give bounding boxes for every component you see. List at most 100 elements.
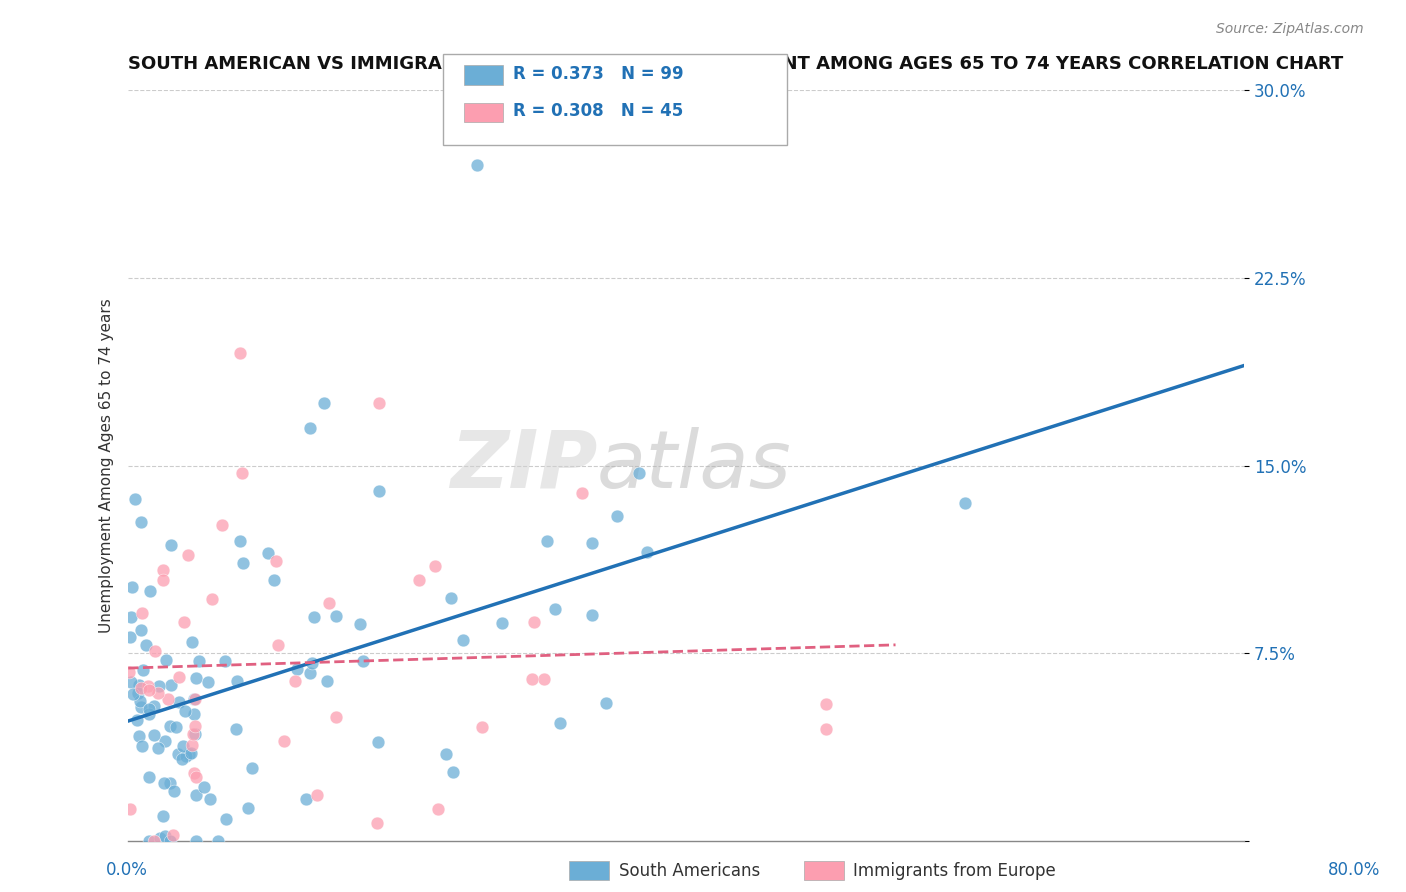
Point: [172, 739, 194, 754]
Point: [226, 673, 249, 688]
Point: [120, 609, 142, 624]
Point: [131, 607, 153, 621]
Point: [148, 740, 170, 755]
Point: [225, 723, 247, 737]
Point: [536, 533, 558, 548]
Point: [153, 776, 176, 790]
Point: [129, 624, 152, 638]
Point: [153, 734, 176, 748]
Point: [128, 729, 150, 743]
Point: [118, 665, 141, 680]
Point: [595, 696, 617, 710]
Point: [127, 686, 149, 700]
Point: [183, 707, 205, 722]
Point: [172, 752, 194, 766]
Point: [426, 802, 449, 816]
Point: [184, 671, 207, 685]
Point: [548, 715, 571, 730]
Point: [157, 691, 180, 706]
Point: [256, 546, 278, 560]
Point: [129, 681, 152, 695]
Point: [491, 615, 513, 630]
Point: [636, 544, 658, 558]
Point: [200, 591, 222, 606]
Point: [305, 788, 328, 802]
Point: [152, 808, 174, 822]
Point: [138, 770, 160, 784]
Point: [146, 686, 169, 700]
Point: [121, 580, 143, 594]
Point: [138, 834, 160, 848]
Point: [181, 738, 204, 752]
Point: [367, 735, 389, 749]
Point: [152, 573, 174, 587]
Point: [349, 616, 371, 631]
Point: [298, 666, 321, 681]
Point: [207, 834, 229, 848]
Point: [163, 784, 186, 798]
Point: [177, 549, 200, 563]
Point: [266, 638, 288, 652]
Point: [155, 653, 177, 667]
Point: [352, 654, 374, 668]
Point: [581, 536, 603, 550]
Point: [440, 591, 463, 605]
Point: [184, 834, 207, 848]
Point: [184, 692, 207, 706]
Point: [159, 538, 181, 552]
Point: [232, 556, 254, 570]
Point: [183, 766, 205, 780]
Point: [368, 396, 391, 410]
Point: [368, 483, 391, 498]
Text: 0.0%: 0.0%: [105, 861, 148, 879]
Point: [571, 486, 593, 500]
Point: [153, 829, 176, 843]
Point: [425, 558, 447, 573]
Point: [169, 695, 191, 709]
Point: [471, 720, 494, 734]
Point: [214, 654, 236, 668]
Point: [121, 674, 143, 689]
Text: 80.0%: 80.0%: [1327, 861, 1381, 879]
Point: [264, 554, 287, 568]
Point: [142, 728, 165, 742]
Point: [121, 688, 143, 702]
Point: [138, 702, 160, 716]
Point: [138, 707, 160, 722]
Point: [143, 644, 166, 658]
Point: [408, 573, 430, 587]
Point: [129, 516, 152, 530]
Point: [315, 673, 337, 688]
Text: R = 0.308   N = 45: R = 0.308 N = 45: [513, 103, 683, 120]
Point: [197, 675, 219, 690]
Point: [139, 583, 162, 598]
Text: SOUTH AMERICAN VS IMMIGRANTS FROM EUROPE UNEMPLOYMENT AMONG AGES 65 TO 74 YEARS : SOUTH AMERICAN VS IMMIGRANTS FROM EUROPE…: [128, 55, 1344, 73]
Point: [173, 615, 195, 630]
Point: [124, 492, 146, 507]
Text: atlas: atlas: [598, 426, 792, 505]
Point: [162, 828, 184, 842]
Point: [285, 662, 308, 676]
Point: [159, 834, 181, 848]
Point: [193, 780, 215, 795]
Point: [177, 747, 200, 762]
Point: [165, 721, 187, 735]
Point: [128, 678, 150, 692]
Point: [159, 719, 181, 733]
Point: [183, 727, 205, 741]
Point: [231, 466, 253, 480]
Point: [434, 747, 457, 761]
Point: [181, 726, 204, 740]
Point: [955, 496, 977, 510]
Point: [167, 670, 190, 684]
Point: [229, 346, 252, 360]
Point: [148, 680, 170, 694]
Point: [180, 746, 202, 760]
Text: Immigrants from Europe: Immigrants from Europe: [853, 862, 1056, 880]
Text: R = 0.373   N = 99: R = 0.373 N = 99: [513, 65, 683, 83]
Point: [318, 596, 340, 610]
Text: South Americans: South Americans: [619, 862, 759, 880]
Point: [294, 792, 316, 806]
Point: [129, 693, 152, 707]
Point: [366, 815, 388, 830]
